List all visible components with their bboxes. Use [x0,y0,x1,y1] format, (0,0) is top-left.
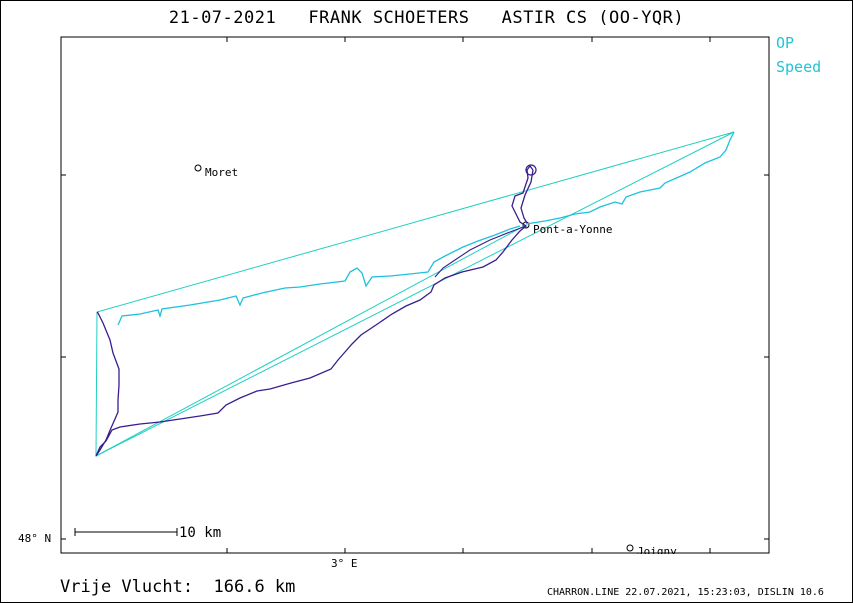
speed-track-east [525,131,735,225]
place-marker-moret [194,164,202,172]
free-flight-distance: Vrije Vlucht: 166.6 km [60,577,296,597]
scale-bar [74,528,178,536]
flight-title: 21-07-2021 FRANK SCHOETERS ASTIR CS (OO-… [168,8,685,28]
start-thermal-circle [525,164,537,176]
flight-track [95,164,534,457]
scale-label: 10 km [179,525,222,541]
legend-speed: Speed [776,58,822,76]
place-label-joigny: Joigny [637,545,677,554]
place-label-moret: Moret [205,166,239,179]
latitude-label: 48° N [18,532,52,545]
legend-op: OP [776,34,795,52]
place-label-pont-a-yonne: Pont-a-Yonne [533,223,613,236]
op-triangle [95,131,735,457]
map-border [60,36,770,554]
place-marker-joigny [626,544,634,552]
op-leg-start [95,224,527,457]
file-info: CHARRON.LINE 22.07.2021, 15:23:03, DISLI… [547,587,824,598]
flight-track-thermal [520,169,534,224]
speed-track-west [117,225,521,326]
flight-track-return [434,225,527,278]
axis-ticks [61,37,769,553]
longitude-label: 3° E [331,557,358,570]
